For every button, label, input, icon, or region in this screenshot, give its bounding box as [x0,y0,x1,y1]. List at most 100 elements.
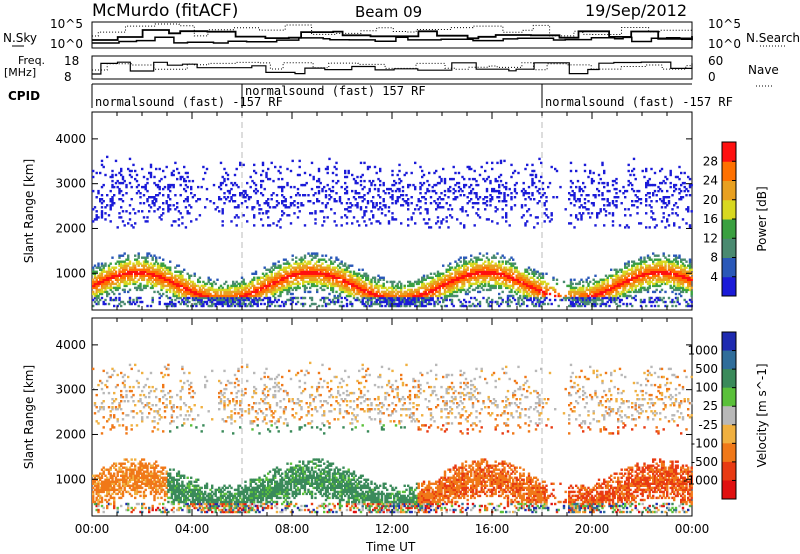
heatmap-cell [309,290,312,294]
heatmap-cell [240,292,244,296]
heatmap-cell [622,282,625,286]
heatmap-cell [254,270,258,273]
heatmap-cell [246,181,249,185]
heatmap-cell [515,280,518,284]
heatmap-cell [377,274,380,277]
heatmap-cell [548,181,552,185]
heatmap-cell [242,194,245,197]
heatmap-cell [436,280,440,284]
heatmap-cell [641,300,644,304]
heatmap-cell [153,198,156,201]
heatmap-cell [435,282,438,286]
heatmap-cell [128,300,132,304]
heatmap-cell [608,212,611,215]
heatmap-cell [111,185,114,189]
heatmap-cell [456,288,459,292]
heatmap-cell [505,284,508,288]
heatmap-cell [368,218,371,221]
heatmap-cell [128,218,132,221]
heatmap-cell [309,254,312,257]
heatmap-cell [233,181,237,185]
heatmap-cell [408,280,412,284]
heatmap-cell [95,296,98,300]
heatmap-cell [198,288,202,292]
heatmap-cell [387,220,391,223]
heatmap-cell [237,204,240,207]
heatmap-cell [498,272,501,275]
cpid-label: CPID [8,89,40,103]
heatmap-cell [398,177,401,181]
heatmap-cell [638,189,641,193]
heatmap-cell [191,286,195,290]
heatmap-cell [515,181,518,185]
heatmap-cell [498,200,501,203]
heatmap-cell [338,198,342,201]
heatmap-cell [482,268,485,271]
heatmap-cell [345,192,349,195]
heatmap-cell [356,292,359,296]
heatmap-cell [358,284,361,288]
heatmap-cell [337,272,340,275]
heatmap-cell [482,272,485,275]
heatmap-cell [512,262,515,265]
heatmap-cell [489,194,492,197]
heatmap-cell [461,189,464,193]
heatmap-cell [471,187,475,191]
heatmap-cell [438,290,441,294]
heatmap-cell [176,290,179,294]
heatmap-cell [130,274,133,277]
heatmap-cell [506,274,510,277]
heatmap-cell [235,214,238,217]
heatmap-cell [316,252,319,255]
heatmap-cell [221,302,224,306]
heatmap-cell [99,268,102,271]
heatmap-cell [302,204,305,207]
heatmap-cell [366,294,370,298]
heatmap-cell [279,266,282,269]
heatmap-cell [428,296,431,300]
heatmap-cell [625,224,629,227]
heatmap-cell [268,224,272,227]
heatmap-cell [527,280,531,284]
heatmap-cell [267,268,270,271]
heatmap-cell [331,286,335,290]
heatmap-cell [401,185,405,189]
heatmap-cell [237,290,240,294]
heatmap-cell [197,185,200,189]
heatmap-cell [475,262,478,265]
heatmap-cell [384,304,387,308]
heatmap-cell [597,173,601,177]
heatmap-cell [491,278,494,281]
heatmap-cell [485,276,489,279]
heatmap-cell [447,196,450,199]
heatmap-cell [268,300,272,304]
heatmap-cell [330,268,333,271]
heatmap-cell [316,200,319,203]
heatmap-cell [342,280,345,284]
heatmap-cell [148,196,151,199]
heatmap-cell [198,292,202,296]
heatmap-cell [363,286,366,290]
heatmap-cell [617,274,620,277]
heatmap-cell [254,192,258,195]
heatmap-cell [148,270,151,273]
heatmap-cell [601,284,604,288]
heatmap-cell [340,268,343,271]
heatmap-cell [135,258,139,261]
heatmap-cell [177,274,181,277]
heatmap-cell [445,286,448,290]
heatmap-cell [522,282,525,286]
heatmap-cell [522,272,525,275]
heatmap-cell [610,276,613,279]
heatmap-cell [186,286,189,290]
heatmap-cell [505,280,508,284]
heatmap-cell [632,262,636,265]
heatmap-cell [552,278,555,281]
heatmap-cell [471,266,475,269]
heatmap-cell [176,270,179,273]
heatmap-cell [400,288,403,292]
heatmap-cell [125,192,128,195]
heatmap-cell [230,290,233,294]
heatmap-cell [414,185,417,189]
heatmap-cell [524,288,527,292]
